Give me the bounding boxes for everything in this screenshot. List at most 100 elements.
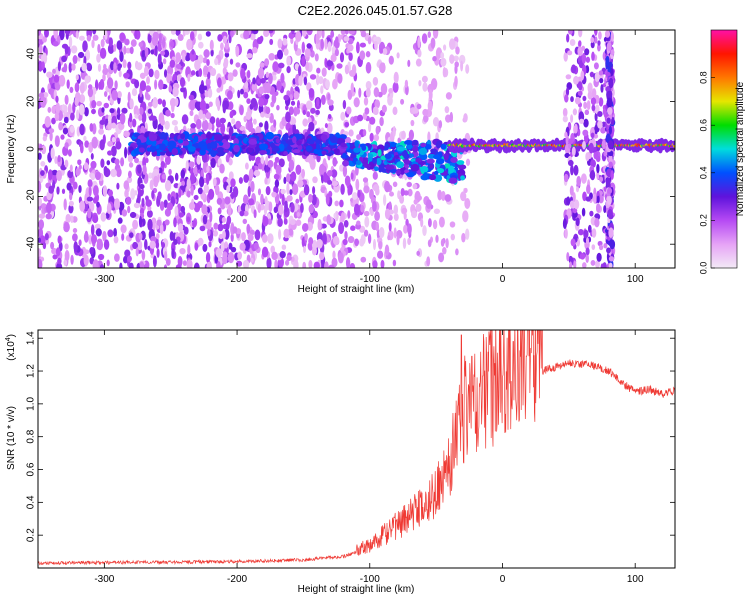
- spectrogram-cell: [270, 101, 275, 108]
- spectrogram-cell: [327, 41, 332, 53]
- spectrogram-cell: [340, 142, 347, 148]
- spectrogram-cell: [306, 30, 313, 36]
- spectrogram-cell: [114, 253, 120, 262]
- spectrogram-cell: [171, 148, 179, 156]
- spectrogram-cell: [56, 169, 62, 182]
- spectrogram-cell: [147, 101, 154, 107]
- spectrogram-cell: [159, 143, 166, 151]
- spectrogram-cell: [283, 228, 290, 239]
- spectrogram-cell: [127, 205, 131, 214]
- y-tick-label: 0: [26, 146, 37, 152]
- spectrogram-cell: [315, 32, 320, 45]
- spectrogram-cell: [610, 49, 615, 56]
- spectrogram-cell: [206, 58, 210, 67]
- spectrogram-cell: [404, 139, 413, 146]
- spectrogram-cell: [61, 188, 66, 195]
- spectrogram-cell: [106, 259, 110, 267]
- spectrogram-cell: [42, 36, 47, 43]
- spectrogram-cell: [70, 45, 78, 54]
- spectrogram-cell: [288, 159, 295, 172]
- spectrogram-cell: [38, 101, 41, 110]
- colorbar-tick-label: 0.8: [698, 71, 708, 84]
- spectrogram-cell: [154, 44, 158, 57]
- spectrogram-cell: [247, 233, 254, 242]
- spectrogram-cell: [106, 77, 114, 89]
- spectrogram-cell: [224, 196, 231, 205]
- spectrogram-cell: [308, 87, 315, 98]
- spectrogram-cell: [463, 187, 468, 193]
- spectrogram-cell: [433, 170, 439, 175]
- spectrogram-cell: [212, 177, 217, 187]
- spectrogram-cell: [250, 180, 255, 193]
- spectrogram-cell: [283, 94, 289, 101]
- spectrogram-cell: [116, 182, 120, 190]
- spectrogram-cell: [415, 58, 422, 67]
- spectrogram-cell: [583, 101, 588, 110]
- spectrogram-cell: [53, 74, 60, 83]
- spectrogram-cell: [103, 166, 108, 174]
- spectrogram-cell: [151, 218, 156, 230]
- spectrogram-cell: [324, 38, 328, 50]
- spectrogram-cell: [78, 164, 82, 170]
- spectrogram-cell: [96, 201, 100, 208]
- spectrogram-cell: [44, 30, 49, 38]
- spectrogram-cell: [570, 96, 574, 103]
- spectrogram-cell: [165, 109, 171, 117]
- spectrogram-cell: [596, 163, 600, 174]
- spectrogram-cell: [563, 51, 568, 62]
- spectrogram-cell: [422, 108, 429, 117]
- spectrogram-cell: [87, 179, 93, 188]
- spectrogram-cell: [189, 99, 196, 111]
- spectrogram-cell: [55, 102, 61, 115]
- spectrogram-cell: [593, 30, 598, 36]
- spectrogram-cell: [286, 65, 291, 74]
- spectrogram-cell: [271, 74, 277, 81]
- spectrogram-cell: [107, 140, 114, 147]
- spectrogram-cell: [155, 233, 160, 240]
- spectrogram-cell: [355, 178, 360, 191]
- spectrogram-cell: [109, 61, 115, 71]
- spectrogram-cell: [158, 33, 162, 45]
- spectrogram-cell: [195, 118, 202, 130]
- spectrogram-cell: [448, 165, 455, 174]
- spectrogram-cell: [607, 209, 613, 219]
- spectrogram-cell: [89, 122, 94, 132]
- spectrogram-cell: [286, 254, 292, 262]
- spectrogram-cell: [393, 213, 399, 222]
- spectrogram-cell: [159, 151, 166, 156]
- spectrogram-cell: [597, 43, 601, 52]
- spectrogram-cell: [606, 90, 613, 98]
- spectrogram-cell: [347, 44, 354, 52]
- spectrogram-cell: [456, 160, 465, 165]
- spectrogram-cell: [229, 58, 234, 65]
- spectrogram-cell: [103, 63, 107, 71]
- spectrogram-cell: [289, 219, 296, 226]
- spectrogram-cell: [156, 248, 160, 258]
- spectrogram-cell: [268, 53, 275, 61]
- spectrogram-cell: [576, 175, 582, 187]
- spectrogram-cell: [202, 65, 209, 76]
- spectrogram-cell: [57, 61, 61, 72]
- spectrogram-cell: [205, 131, 213, 140]
- spectrogram-cell: [41, 61, 45, 70]
- x-tick-label: -200: [227, 574, 247, 585]
- spectrogram-cell: [354, 140, 360, 148]
- spectrogram-cell: [177, 33, 184, 42]
- spectrogram-cell: [301, 41, 306, 54]
- spectrogram-cell: [91, 99, 97, 109]
- spectrogram-cell: [96, 239, 104, 251]
- spectrogram-cell: [567, 159, 574, 167]
- spectrogram-cell: [169, 97, 177, 108]
- spectrogram-cell: [202, 214, 208, 225]
- spectrogram-heatmap: [38, 30, 675, 268]
- spectrogram-cell: [462, 210, 469, 223]
- spectrogram-cell: [272, 61, 279, 73]
- spectrogram-cell: [427, 218, 432, 228]
- spectrogram-cell: [594, 71, 600, 82]
- y-tick-label: 1.4: [26, 331, 37, 345]
- spectrogram-cell: [585, 196, 591, 202]
- y-tick-label: 0.2: [26, 528, 37, 542]
- spectrogram-cell: [453, 55, 459, 62]
- spectrogram-cell: [235, 62, 241, 68]
- spectrogram-cell: [400, 188, 405, 197]
